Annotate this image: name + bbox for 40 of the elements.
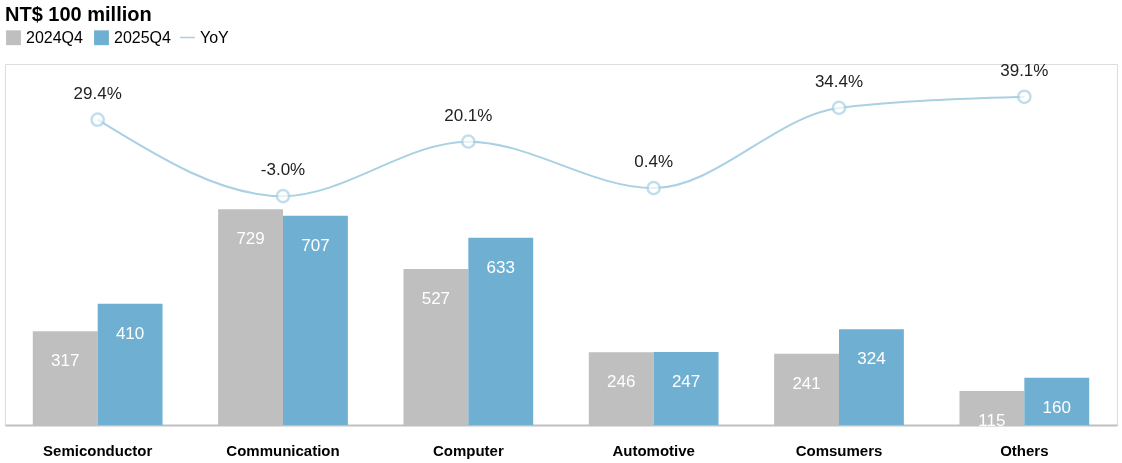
x-tick-label: Comsumers: [795, 441, 883, 459]
x-tick-label: Communication: [226, 441, 340, 459]
data-label: 34.4%: [814, 71, 864, 91]
x-tick-label: Semiconductor: [43, 441, 153, 459]
data-label: 29.4%: [73, 83, 122, 103]
data-label: 707: [301, 235, 330, 255]
data-label: 246: [607, 372, 636, 392]
data-label: 410: [115, 323, 145, 343]
data-label: 115: [978, 410, 1006, 430]
chart-title: NT$ 100 million: [5, 3, 152, 25]
point: [831, 100, 847, 116]
bar: [653, 351, 719, 425]
point: [1016, 89, 1032, 105]
data-label: 241: [792, 373, 821, 393]
data-label: 39.1%: [1000, 60, 1049, 80]
point: [460, 134, 476, 149]
data-label: 324: [857, 349, 886, 369]
bar: [468, 237, 534, 425]
data-label: 317: [51, 351, 80, 371]
legend-label: YoY: [200, 28, 230, 46]
x-tick-label: Automotive: [612, 441, 695, 459]
bar: [1024, 377, 1090, 425]
legend-label: 2024Q4: [26, 28, 84, 46]
data-label: -3.0%: [260, 160, 306, 180]
point: [90, 112, 106, 128]
data-label: 729: [236, 229, 265, 249]
bar: [283, 215, 348, 425]
point: [275, 188, 291, 204]
legend-label: 2025Q4: [114, 28, 172, 46]
data-label: 633: [486, 257, 515, 277]
data-label: 160: [1042, 397, 1071, 417]
point: [646, 180, 662, 196]
data-label: 247: [671, 371, 701, 391]
data-label: 20.1%: [444, 105, 493, 125]
x-tick-label: Others: [1000, 441, 1049, 459]
data-label: 527: [421, 289, 451, 309]
data-label: 0.4%: [634, 152, 674, 172]
bar: [839, 329, 904, 425]
bar: [97, 303, 163, 425]
x-tick-label: Computer: [432, 441, 504, 459]
